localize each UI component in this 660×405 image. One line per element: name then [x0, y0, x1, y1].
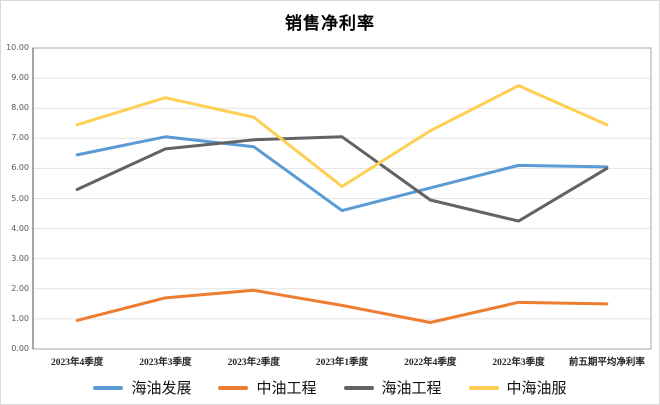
series-line-海油发展: [75, 135, 609, 213]
chart-title: 销售净利率: [285, 14, 375, 33]
legend-label: 海油发展: [131, 381, 192, 397]
legend-item-海油工程: 海油工程: [343, 377, 442, 398]
legend-line-swatch-icon: [218, 385, 249, 390]
series-line-中油工程: [75, 288, 609, 325]
series-line-海油工程: [75, 135, 609, 223]
legend: 海油发展 中油工程 海油工程 中海油服: [1, 377, 659, 398]
x-tick-label: 2023年3季度: [139, 358, 192, 368]
legend-line-swatch-icon: [468, 385, 499, 390]
y-tick-label: 3.00: [11, 253, 29, 263]
y-tick-label: 1.00: [11, 313, 29, 323]
legend-item-中海油服: 中海油服: [468, 377, 567, 398]
x-tick-label: 前五期平均净利率: [568, 358, 645, 368]
x-tick-label: 2022年3季度: [492, 358, 545, 368]
y-tick-label: 10.00: [6, 43, 29, 52]
y-tick-label: 7.00: [11, 133, 29, 143]
legend-line-swatch-icon: [93, 385, 124, 390]
y-tick-label: 2.00: [11, 283, 29, 293]
x-tick-label: 2023年1季度: [315, 358, 369, 368]
x-tick-label: 2023年4季度: [51, 358, 104, 368]
y-tick-label: 9.00: [11, 73, 29, 83]
y-tick-label: 0.00: [11, 344, 29, 353]
legend-item-中油工程: 中油工程: [218, 377, 317, 398]
y-tick-label: 6.00: [11, 163, 29, 173]
y-tick-label: 4.00: [11, 223, 29, 233]
legend-label: 海油工程: [381, 381, 442, 397]
legend-line-swatch-icon: [343, 385, 374, 390]
x-tick-label: 2022年4季度: [404, 358, 457, 368]
y-tick-label: 5.00: [11, 193, 29, 203]
legend-label: 中油工程: [256, 381, 317, 397]
legend-label: 中海油服: [506, 381, 567, 397]
legend-item-海油发展: 海油发展: [93, 377, 191, 398]
y-tick-label: 8.00: [11, 103, 29, 113]
series-line-中海油服: [75, 84, 609, 188]
x-tick-label: 2023年2季度: [227, 358, 280, 368]
